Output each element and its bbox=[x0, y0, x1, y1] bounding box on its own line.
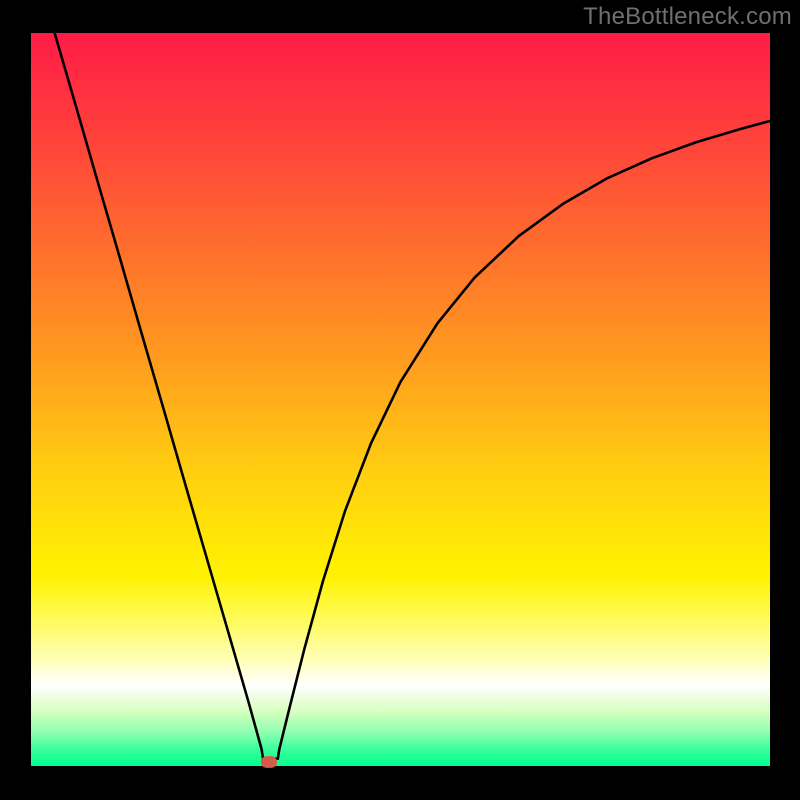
chart-root: TheBottleneck.com bbox=[0, 0, 800, 800]
plot-area bbox=[31, 33, 770, 766]
watermark-text: TheBottleneck.com bbox=[583, 0, 800, 31]
chart-svg bbox=[0, 0, 800, 800]
minimum-marker bbox=[261, 756, 277, 768]
chart-outer-frame: TheBottleneck.com bbox=[0, 0, 800, 800]
